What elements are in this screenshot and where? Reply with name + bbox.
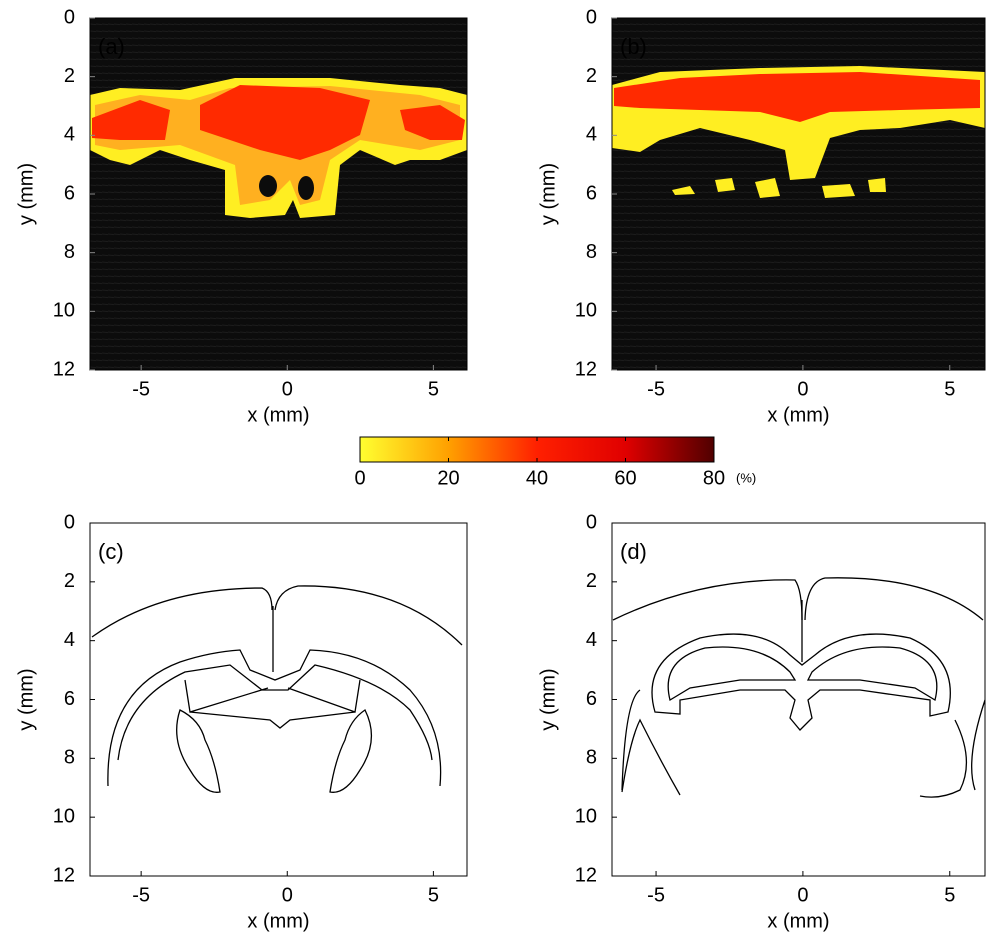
drawing-c — [90, 523, 467, 876]
x-axis-label: x (mm) — [767, 404, 829, 426]
y-axis-label: y (mm) — [15, 668, 37, 730]
y-tick-label: 8 — [586, 241, 597, 263]
y-tick-label: 8 — [586, 747, 597, 769]
x-tick-label: 0 — [797, 884, 808, 906]
y-tick-label: 12 — [53, 864, 75, 886]
x-tick-label: 40 — [526, 467, 548, 489]
x-tick-label: 5 — [428, 378, 439, 400]
y-tick-label: 6 — [64, 688, 75, 710]
x-tick-label: 60 — [614, 467, 636, 489]
panel-label: (a) — [98, 34, 125, 59]
x-tick-label: -5 — [132, 378, 150, 400]
y-tick-label: 2 — [586, 570, 597, 592]
x-tick-label: 0 — [354, 467, 365, 489]
y-tick-label: 6 — [586, 182, 597, 204]
y-tick-label: 10 — [53, 300, 75, 322]
panel-label: (b) — [620, 34, 647, 59]
y-axis-label: y (mm) — [15, 163, 37, 225]
y-tick-label: 2 — [64, 65, 75, 87]
y-tick-label: 12 — [53, 358, 75, 380]
x-tick-label: 5 — [944, 884, 955, 906]
x-axis-label: x (mm) — [247, 910, 309, 932]
y-tick-label: 4 — [586, 629, 597, 651]
y-tick-label: 2 — [64, 570, 75, 592]
colorbar — [359, 436, 715, 463]
x-axis-label: x (mm) — [247, 404, 309, 426]
x-tick-label: 0 — [282, 378, 293, 400]
x-tick-label: -5 — [132, 884, 150, 906]
x-tick-label: 20 — [437, 467, 459, 489]
y-tick-label: 12 — [575, 358, 597, 380]
y-tick-label: 10 — [53, 805, 75, 827]
y-tick-label: 8 — [64, 747, 75, 769]
y-tick-label: 6 — [64, 182, 75, 204]
y-axis-label: y (mm) — [537, 163, 559, 225]
x-tick-label: -5 — [647, 378, 665, 400]
y-tick-label: 4 — [64, 124, 75, 146]
x-tick-label: 5 — [944, 378, 955, 400]
x-tick-label: 0 — [797, 378, 808, 400]
y-tick-label: 0 — [586, 6, 597, 28]
y-tick-label: 0 — [64, 6, 75, 28]
panel-label: (d) — [620, 539, 647, 564]
y-tick-label: 4 — [64, 629, 75, 651]
x-tick-label: 80 — [703, 467, 725, 489]
x-tick-label: 0 — [282, 884, 293, 906]
y-tick-label: 8 — [64, 241, 75, 263]
y-tick-label: 12 — [575, 864, 597, 886]
x-axis-label: x (mm) — [767, 910, 829, 932]
y-tick-label: 6 — [586, 688, 597, 710]
y-tick-label: 10 — [575, 805, 597, 827]
x-tick-label: -5 — [647, 884, 665, 906]
y-tick-label: 0 — [586, 511, 597, 533]
x-tick-label: 5 — [428, 884, 439, 906]
y-tick-label: 10 — [575, 300, 597, 322]
y-axis-label: y (mm) — [537, 668, 559, 730]
drawing-d — [612, 523, 986, 876]
y-tick-label: 4 — [586, 124, 597, 146]
image-b — [612, 18, 985, 370]
y-tick-label: 2 — [586, 65, 597, 87]
image-a — [90, 18, 467, 370]
unit-label: (%) — [736, 470, 756, 485]
y-tick-label: 0 — [64, 511, 75, 533]
panel-label: (c) — [98, 539, 124, 564]
